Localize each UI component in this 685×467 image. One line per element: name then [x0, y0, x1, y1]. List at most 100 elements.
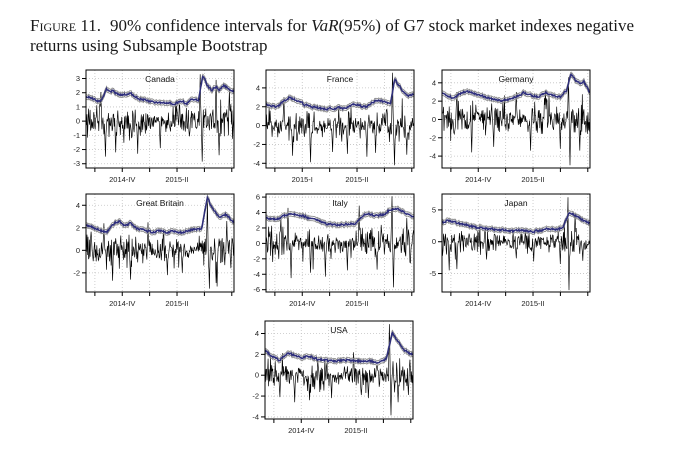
- x-axis: 2014-IV 2015-II: [274, 292, 413, 308]
- var-ci-upper-bound: [441, 71, 591, 100]
- y-tick-label: 4: [432, 78, 436, 87]
- chart-canada: 3 2 1 0 -1 -2 -3 2014-IV 2015-II Canada: [58, 66, 248, 190]
- y-tick-label: 6: [256, 193, 260, 202]
- x-axis: 2015-I 2015-II: [274, 168, 413, 184]
- chart-title: Japan: [504, 198, 527, 208]
- y-tick-label: 0: [432, 237, 436, 246]
- var-ci-upper-bound: [85, 73, 235, 104]
- y-axis: 6 4 2 0 -2 -4 -6: [253, 193, 266, 294]
- returns-series: [265, 72, 415, 166]
- y-tick-label: 2: [255, 350, 259, 359]
- chart-france: 4 2 0 -2 -4 2015-I 2015-II France: [238, 66, 428, 190]
- var-ci-lower-bound: [265, 80, 415, 113]
- x-tick-label: 2014-IV: [289, 299, 315, 308]
- chart-usa: 4 2 0 -2 -4 2014-IV 2015-II USA: [237, 317, 427, 441]
- plot-box: [85, 69, 235, 169]
- x-tick-label: 2015-II: [165, 299, 188, 308]
- y-tick-label: 0: [432, 115, 436, 124]
- plot-box: [264, 320, 414, 420]
- y-axis: 4 2 0 -2: [73, 201, 86, 277]
- y-tick-label: 2: [76, 223, 80, 232]
- returns-series: [264, 324, 414, 416]
- var-center-line: [265, 207, 415, 227]
- chart-title: Germany: [499, 74, 535, 84]
- y-tick-label: 4: [76, 201, 80, 210]
- y-tick-label: 2: [432, 97, 436, 106]
- returns-series: [85, 199, 235, 289]
- x-axis: 2014-IV 2015-II: [273, 419, 412, 435]
- var-ci-lower-bound: [85, 77, 235, 108]
- x-axis: 2014-IV 2015-II: [450, 292, 589, 308]
- chart-title: Italy: [332, 198, 348, 208]
- y-tick-label: 0: [256, 239, 260, 248]
- caption-text-before-var: 90% confidence intervals for: [110, 16, 312, 35]
- var-center-line: [441, 211, 591, 234]
- y-tick-label: 0: [256, 121, 260, 130]
- y-tick-label: -2: [73, 145, 80, 154]
- y-tick-label: 1: [76, 102, 80, 111]
- chart-svg: 6 4 2 0 -2 -4 -6 2014-IV 2015-II Italy: [253, 193, 415, 308]
- var-ci-upper-bound: [441, 210, 591, 232]
- x-axis: 2014-IV 2015-II: [94, 292, 233, 308]
- y-tick-label: 4: [256, 83, 260, 92]
- chart-title: Canada: [145, 74, 175, 84]
- y-tick-label: 4: [256, 208, 260, 217]
- chart-svg: 4 2 0 -2 -4 2014-IV 2015-II USA: [252, 320, 414, 435]
- x-tick-label: 2015-I: [292, 175, 313, 184]
- chart-great-britain: 4 2 0 -2 2014-IV 2015-II Great Britain: [58, 190, 248, 314]
- chart-japan: 5 0 -5 2014-IV 2015-II Japan: [414, 190, 604, 314]
- y-tick-label: 2: [76, 88, 80, 97]
- y-tick-label: -4: [253, 159, 260, 168]
- y-tick-label: -1: [73, 131, 80, 140]
- plot-box: [265, 69, 415, 169]
- y-tick-label: 2: [256, 223, 260, 232]
- y-tick-label: -2: [73, 268, 80, 277]
- figure-label: Figure 11.: [30, 16, 101, 35]
- caption-var-italic: VaR: [311, 16, 339, 35]
- x-tick-label: 2014-IV: [109, 299, 135, 308]
- x-tick-label: 2015-II: [344, 426, 367, 435]
- chart-italy: 6 4 2 0 -2 -4 -6 2014-IV 2015-II Italy: [238, 190, 428, 314]
- x-tick-label: 2014-IV: [109, 175, 135, 184]
- var-center-line: [265, 77, 415, 112]
- chart-title: USA: [330, 325, 348, 335]
- y-tick-label: -6: [253, 285, 260, 294]
- chart-svg: 5 0 -5 2014-IV 2015-II Japan: [429, 193, 591, 308]
- y-tick-label: -2: [253, 140, 260, 149]
- plot-box: [85, 193, 235, 293]
- chart-svg: 4 2 0 -2 -4 2015-I 2015-II France: [253, 69, 415, 184]
- y-tick-label: -4: [253, 270, 260, 279]
- y-tick-label: -4: [252, 412, 259, 421]
- chart-title: France: [327, 74, 354, 84]
- y-tick-label: -5: [429, 269, 436, 278]
- y-tick-label: 5: [432, 205, 436, 214]
- returns-series: [85, 74, 235, 162]
- x-tick-label: 2015-II: [521, 299, 544, 308]
- y-axis: 4 2 0 -2 -4: [253, 83, 266, 168]
- chart-svg: 3 2 1 0 -1 -2 -3 2014-IV 2015-II Canada: [73, 69, 235, 184]
- x-tick-label: 2014-IV: [288, 426, 314, 435]
- caption-text-after-var: (95%) of G7 stock market indexes negativ…: [30, 16, 635, 56]
- var-center-line: [85, 75, 235, 106]
- y-axis: 3 2 1 0 -1 -2 -3: [73, 74, 86, 168]
- chart-germany: 4 2 0 -2 -4 2014-IV 2015-II Germany: [414, 66, 604, 190]
- chart-title: Great Britain: [136, 198, 184, 208]
- x-tick-label: 2015-II: [521, 175, 544, 184]
- var-ci-lower-bound: [265, 210, 415, 229]
- var-center-line: [264, 331, 414, 364]
- y-tick-label: 3: [76, 74, 80, 83]
- var-center-line: [85, 195, 235, 235]
- figure-caption: Figure 11. 90% confidence intervals for V…: [30, 16, 652, 57]
- var-center-line: [441, 73, 591, 103]
- y-tick-label: -3: [73, 159, 80, 168]
- y-tick-label: 0: [76, 246, 80, 255]
- y-tick-label: -2: [252, 392, 259, 401]
- y-axis: 4 2 0 -2 -4: [252, 329, 265, 421]
- x-tick-label: 2015-II: [345, 299, 368, 308]
- y-tick-label: 0: [255, 371, 259, 380]
- returns-series: [265, 196, 415, 288]
- y-tick-label: -2: [429, 133, 436, 142]
- y-tick-label: -2: [253, 254, 260, 263]
- y-tick-label: 0: [76, 117, 80, 126]
